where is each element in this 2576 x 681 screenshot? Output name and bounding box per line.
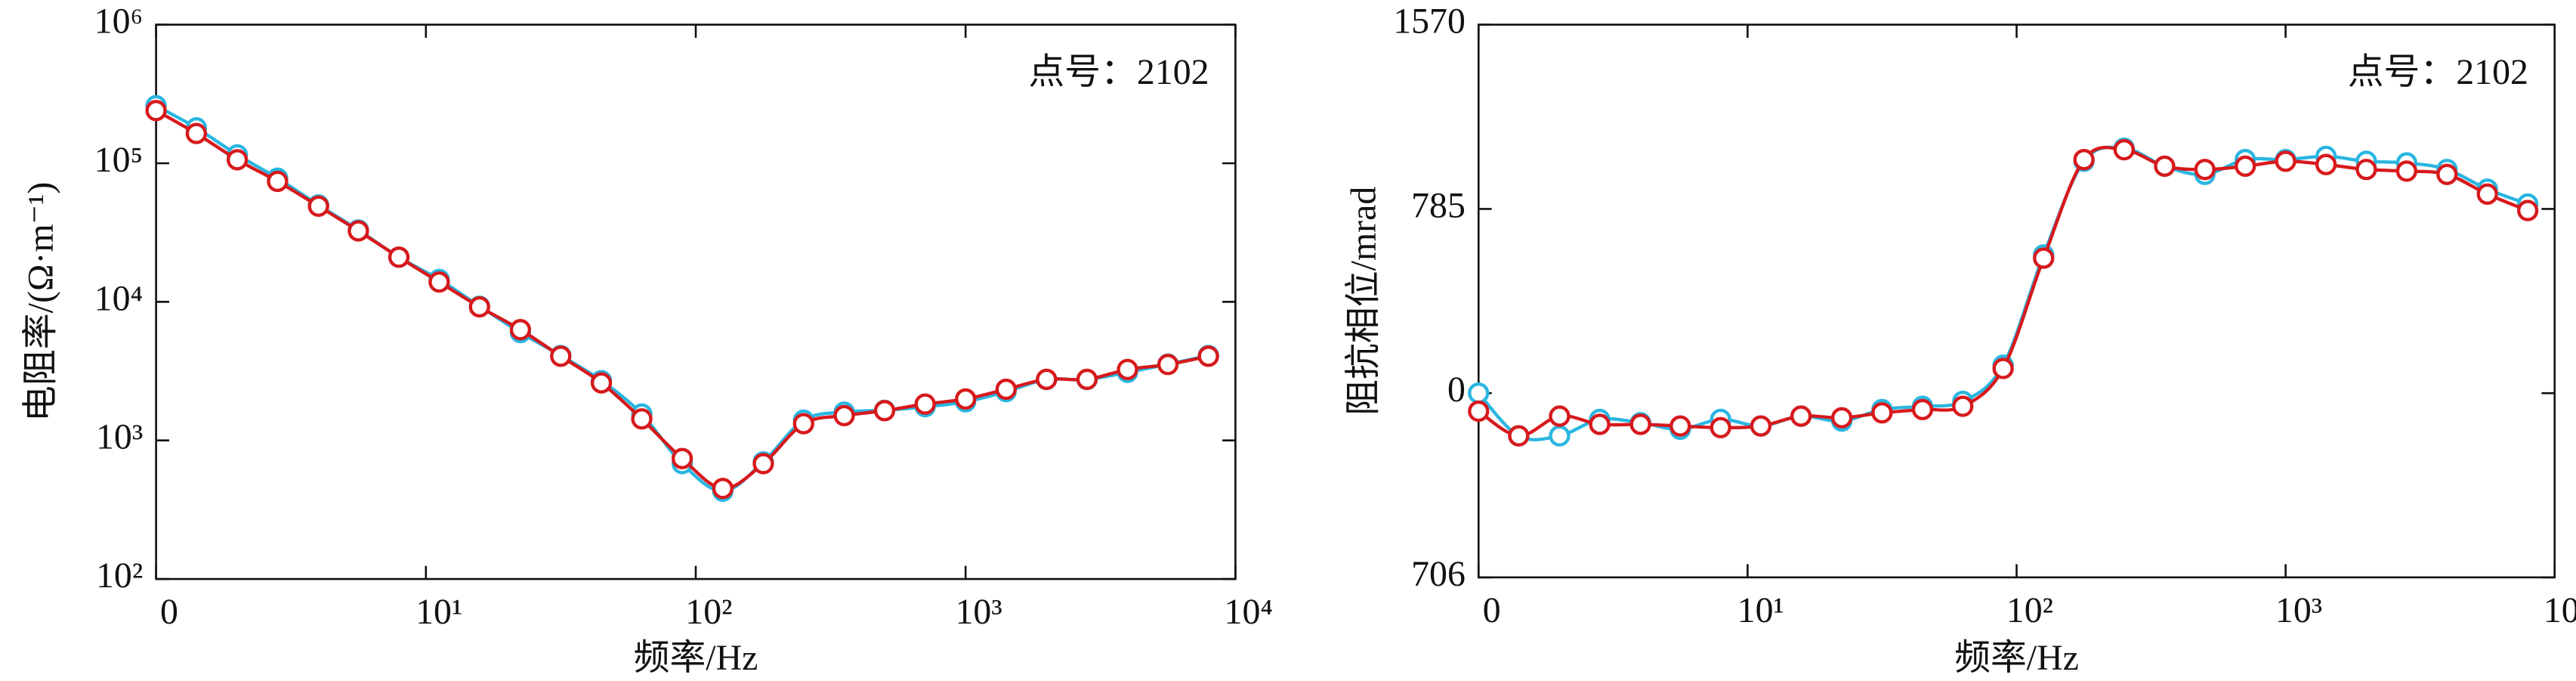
- data-point: [671, 447, 693, 469]
- series-line: [155, 109, 1209, 491]
- x-tick-label: 0: [160, 592, 178, 632]
- data-point: [2476, 183, 2498, 205]
- data-point: [2516, 200, 2539, 221]
- data-point: [792, 413, 814, 435]
- data-point: [1549, 405, 1571, 427]
- data-point: [2033, 247, 2055, 269]
- x-tick-label: 10¹: [1737, 590, 1784, 630]
- annotation: 点号：2102: [2348, 52, 2528, 92]
- series-line: [1478, 145, 2528, 438]
- data-point: [1589, 413, 1611, 435]
- y-tick-label: 10²: [96, 556, 143, 596]
- data-point: [2154, 155, 2176, 178]
- x-tick-label: 0: [1483, 590, 1501, 630]
- y-tick-label: 10³: [96, 417, 143, 457]
- x-tick-label: 10²: [685, 592, 732, 632]
- series-line: [155, 104, 1209, 494]
- data-point: [1468, 382, 1490, 404]
- series-line: [1477, 145, 2528, 441]
- data-point: [995, 378, 1017, 401]
- x-axis-label: 频率/Hz: [1954, 638, 2079, 678]
- data-point: [1992, 358, 2014, 379]
- data-point: [468, 296, 490, 318]
- data-point: [509, 319, 532, 341]
- data-point: [1117, 358, 1138, 381]
- data-point: [2275, 150, 2296, 172]
- data-point: [428, 271, 450, 293]
- data-point: [307, 195, 329, 217]
- data-point: [955, 388, 977, 410]
- data-point: [388, 246, 410, 268]
- data-point: [1629, 413, 1651, 435]
- y-tick-label: 706: [1411, 554, 1466, 594]
- data-point: [347, 220, 369, 242]
- data-point: [2194, 159, 2216, 181]
- x-axis-label: 频率/Hz: [634, 638, 758, 678]
- data-point: [2355, 159, 2377, 181]
- data-point: [1669, 415, 1691, 437]
- y-tick-label: 1570: [1393, 2, 1466, 42]
- data-point: [1790, 405, 1812, 427]
- annotation: 点号：2102: [1028, 52, 1209, 92]
- data-point: [2113, 138, 2135, 161]
- y-axis-label: 电阻率/(Ω·m⁻¹): [21, 182, 61, 422]
- data-point: [712, 478, 734, 500]
- data-point: [1871, 402, 1893, 424]
- x-tick-label: 10³: [2275, 590, 2322, 630]
- data-point: [2315, 153, 2337, 175]
- data-point: [752, 453, 774, 475]
- data-point: [1710, 416, 1731, 438]
- data-point: [2436, 163, 2458, 185]
- plot-frame: [1477, 23, 2556, 579]
- data-point: [550, 345, 572, 367]
- data-point: [1549, 425, 1571, 447]
- data-point: [1157, 354, 1179, 376]
- y-tick-label: 10⁵: [94, 140, 144, 180]
- y-axis-label: 阻抗相位/mrad: [1343, 187, 1383, 416]
- data-point: [631, 408, 653, 430]
- data-point: [1197, 345, 1219, 367]
- x-tick-label: 10⁴: [1225, 592, 1274, 632]
- data-point: [1830, 407, 1853, 429]
- data-point: [2073, 149, 2095, 171]
- data-point: [2395, 160, 2417, 182]
- y-tick-label: 785: [1411, 185, 1466, 225]
- data-point: [1750, 415, 1772, 437]
- data-point: [1076, 368, 1098, 391]
- data-point: [1952, 395, 1974, 417]
- y-tick-label: 0: [1447, 370, 1466, 410]
- data-point: [1911, 398, 1934, 421]
- data-point: [1036, 368, 1058, 391]
- x-tick-label: 10⁴: [2544, 590, 2576, 630]
- y-tick-label: 10⁴: [94, 278, 144, 318]
- data-point: [1508, 425, 1530, 447]
- x-tick-label: 10¹: [415, 592, 462, 632]
- data-point: [226, 149, 249, 171]
- data-point: [185, 122, 208, 144]
- data-point: [873, 400, 896, 422]
- x-tick-label: 10³: [956, 592, 1002, 632]
- plot-frame: [155, 23, 1237, 580]
- data-point: [267, 170, 289, 193]
- data-point: [145, 100, 167, 122]
- x-tick-label: 10²: [2006, 590, 2053, 630]
- data-point: [590, 372, 613, 394]
- data-point: [2235, 155, 2256, 178]
- data-point: [1468, 400, 1490, 423]
- data-point: [833, 404, 855, 427]
- y-tick-label: 10⁶: [94, 2, 144, 42]
- data-point: [914, 393, 936, 415]
